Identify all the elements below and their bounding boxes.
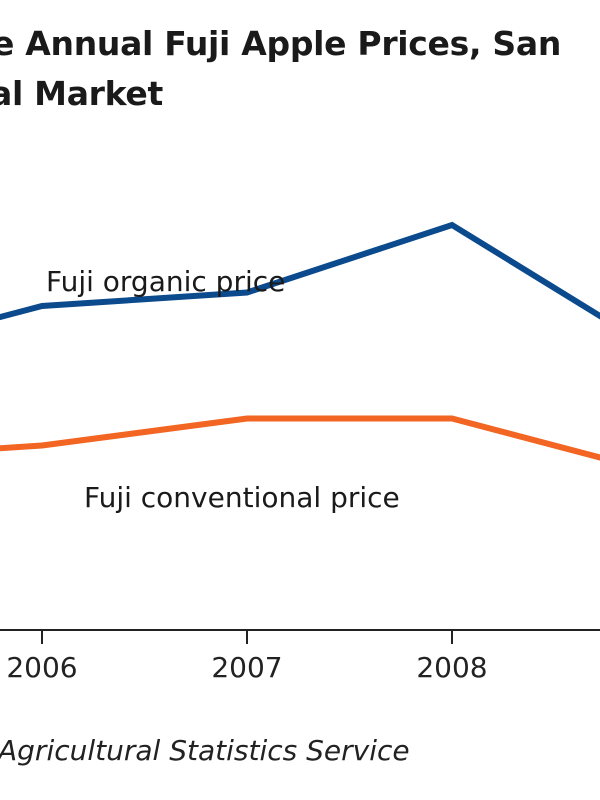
source-note: Agricultural Statistics Service [0, 734, 410, 767]
series-label-organic: Fuji organic price [46, 265, 285, 298]
chart-title-line-2: al Market [0, 74, 163, 113]
x-tick-label-2006: 2006 [6, 651, 77, 684]
chart-title-line-1: e Annual Fuji Apple Prices, San [0, 24, 562, 63]
x-tick-label-2008: 2008 [416, 651, 487, 684]
series-label-conventional: Fuji conventional price [84, 481, 400, 514]
series-line-conventional [0, 415, 600, 461]
x-tick-label-2007: 2007 [211, 651, 282, 684]
